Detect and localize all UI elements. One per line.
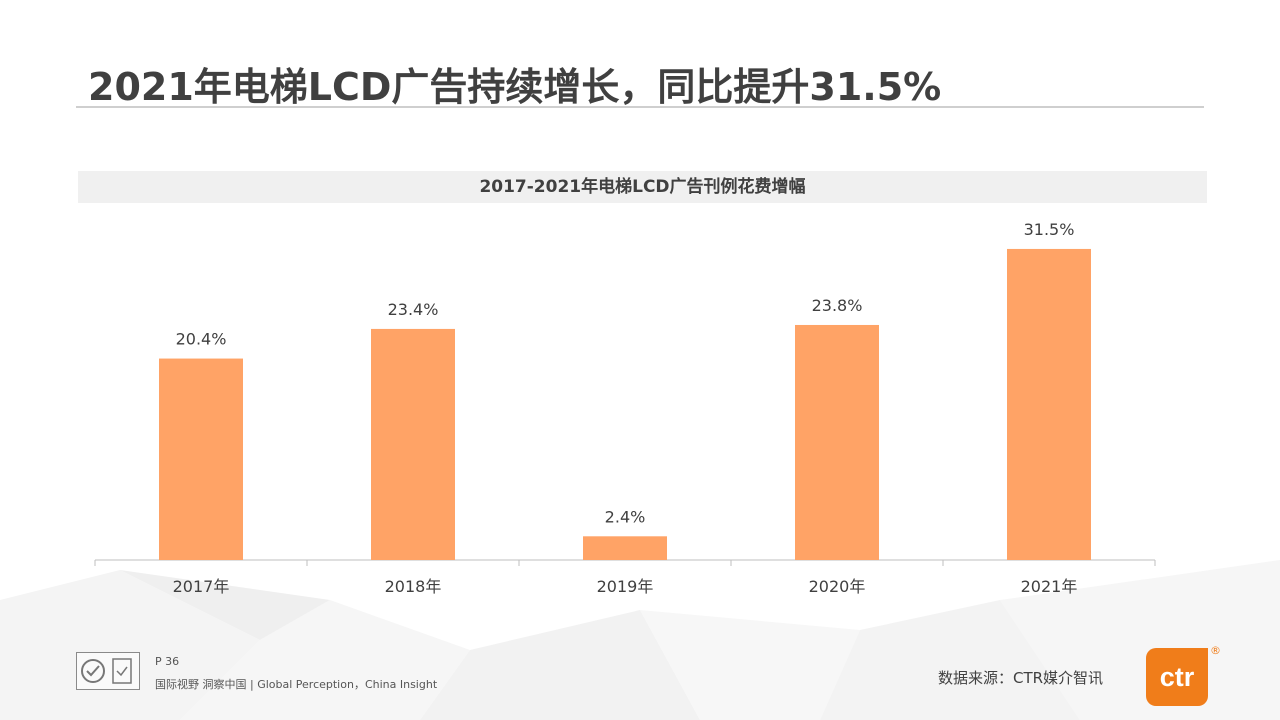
data-label-4: 31.5%: [1024, 220, 1075, 239]
sgs-badge-icon: [81, 659, 105, 683]
bar-2: [583, 536, 667, 560]
chart-title: 2017-2021年电梯LCD广告刊例花费增幅: [78, 171, 1207, 203]
x-tick-label-2: 2019年: [597, 577, 654, 596]
data-label-2: 2.4%: [605, 507, 646, 526]
footer-tagline: 国际视野 洞察中国 | Global Perception，China Insi…: [155, 678, 438, 691]
page-title: 2021年电梯LCD广告持续增长，同比提升31.5%: [88, 65, 942, 109]
certification-logos: [76, 652, 140, 690]
x-tick-label-4: 2021年: [1021, 577, 1078, 596]
x-tick-label-0: 2017年: [173, 577, 230, 596]
bar-3: [795, 324, 879, 560]
bar-1: [371, 328, 455, 560]
bar-4: [1007, 248, 1091, 560]
bar-0: [159, 358, 243, 560]
ctr-logo: ctr: [1146, 648, 1208, 706]
title-divider: [76, 106, 1204, 108]
x-tick-label-3: 2020年: [809, 577, 866, 596]
data-label-0: 20.4%: [176, 330, 227, 349]
certificate-icon: [112, 658, 132, 684]
x-tick-label-1: 2018年: [385, 577, 442, 596]
registered-mark: ®: [1210, 644, 1221, 657]
data-label-1: 23.4%: [388, 300, 439, 319]
data-label-3: 23.8%: [812, 296, 863, 315]
page-number: P 36: [155, 655, 180, 668]
data-source: 数据来源：CTR媒介智讯: [938, 669, 1104, 687]
